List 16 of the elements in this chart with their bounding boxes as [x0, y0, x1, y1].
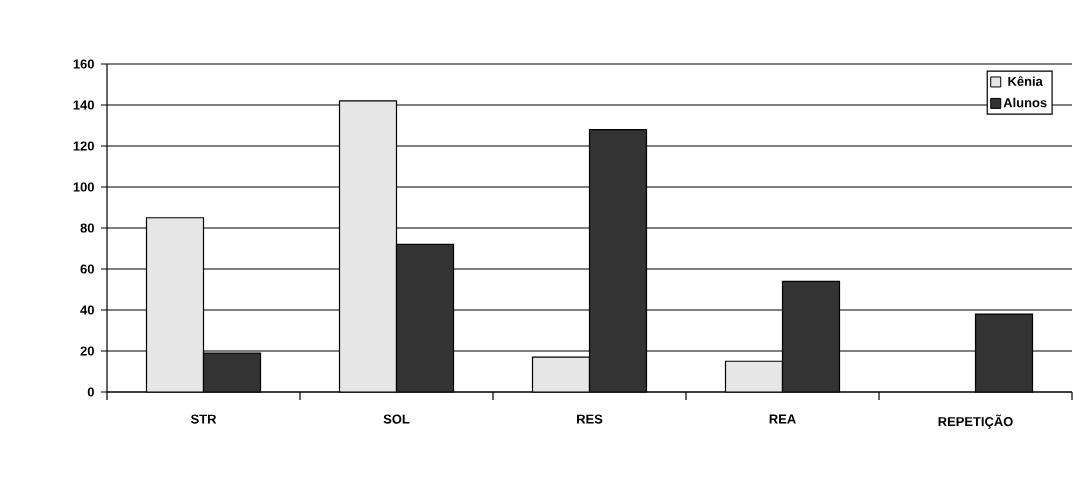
y-tick-label: 80: [80, 223, 94, 233]
legend-label: Alunos: [1003, 97, 1047, 108]
y-tick-label: 120: [73, 141, 94, 151]
x-tick-label: STR: [190, 414, 217, 424]
y-tick-label: 60: [80, 264, 94, 274]
y-tick-label: 160: [73, 59, 94, 69]
x-tick-label: SOL: [383, 414, 410, 424]
x-tick-label: RES: [577, 414, 603, 424]
legend-label: Kênia: [1008, 76, 1043, 86]
x-tick-label: REA: [769, 414, 796, 424]
y-tick-label: 0: [87, 387, 94, 397]
y-tick-label: 140: [73, 100, 94, 110]
y-tick-label: 100: [73, 182, 94, 192]
y-tick-label: 20: [80, 346, 94, 356]
x-tick-label: REPETIÇÃO: [938, 414, 1013, 429]
y-tick-label: 40: [80, 305, 94, 315]
